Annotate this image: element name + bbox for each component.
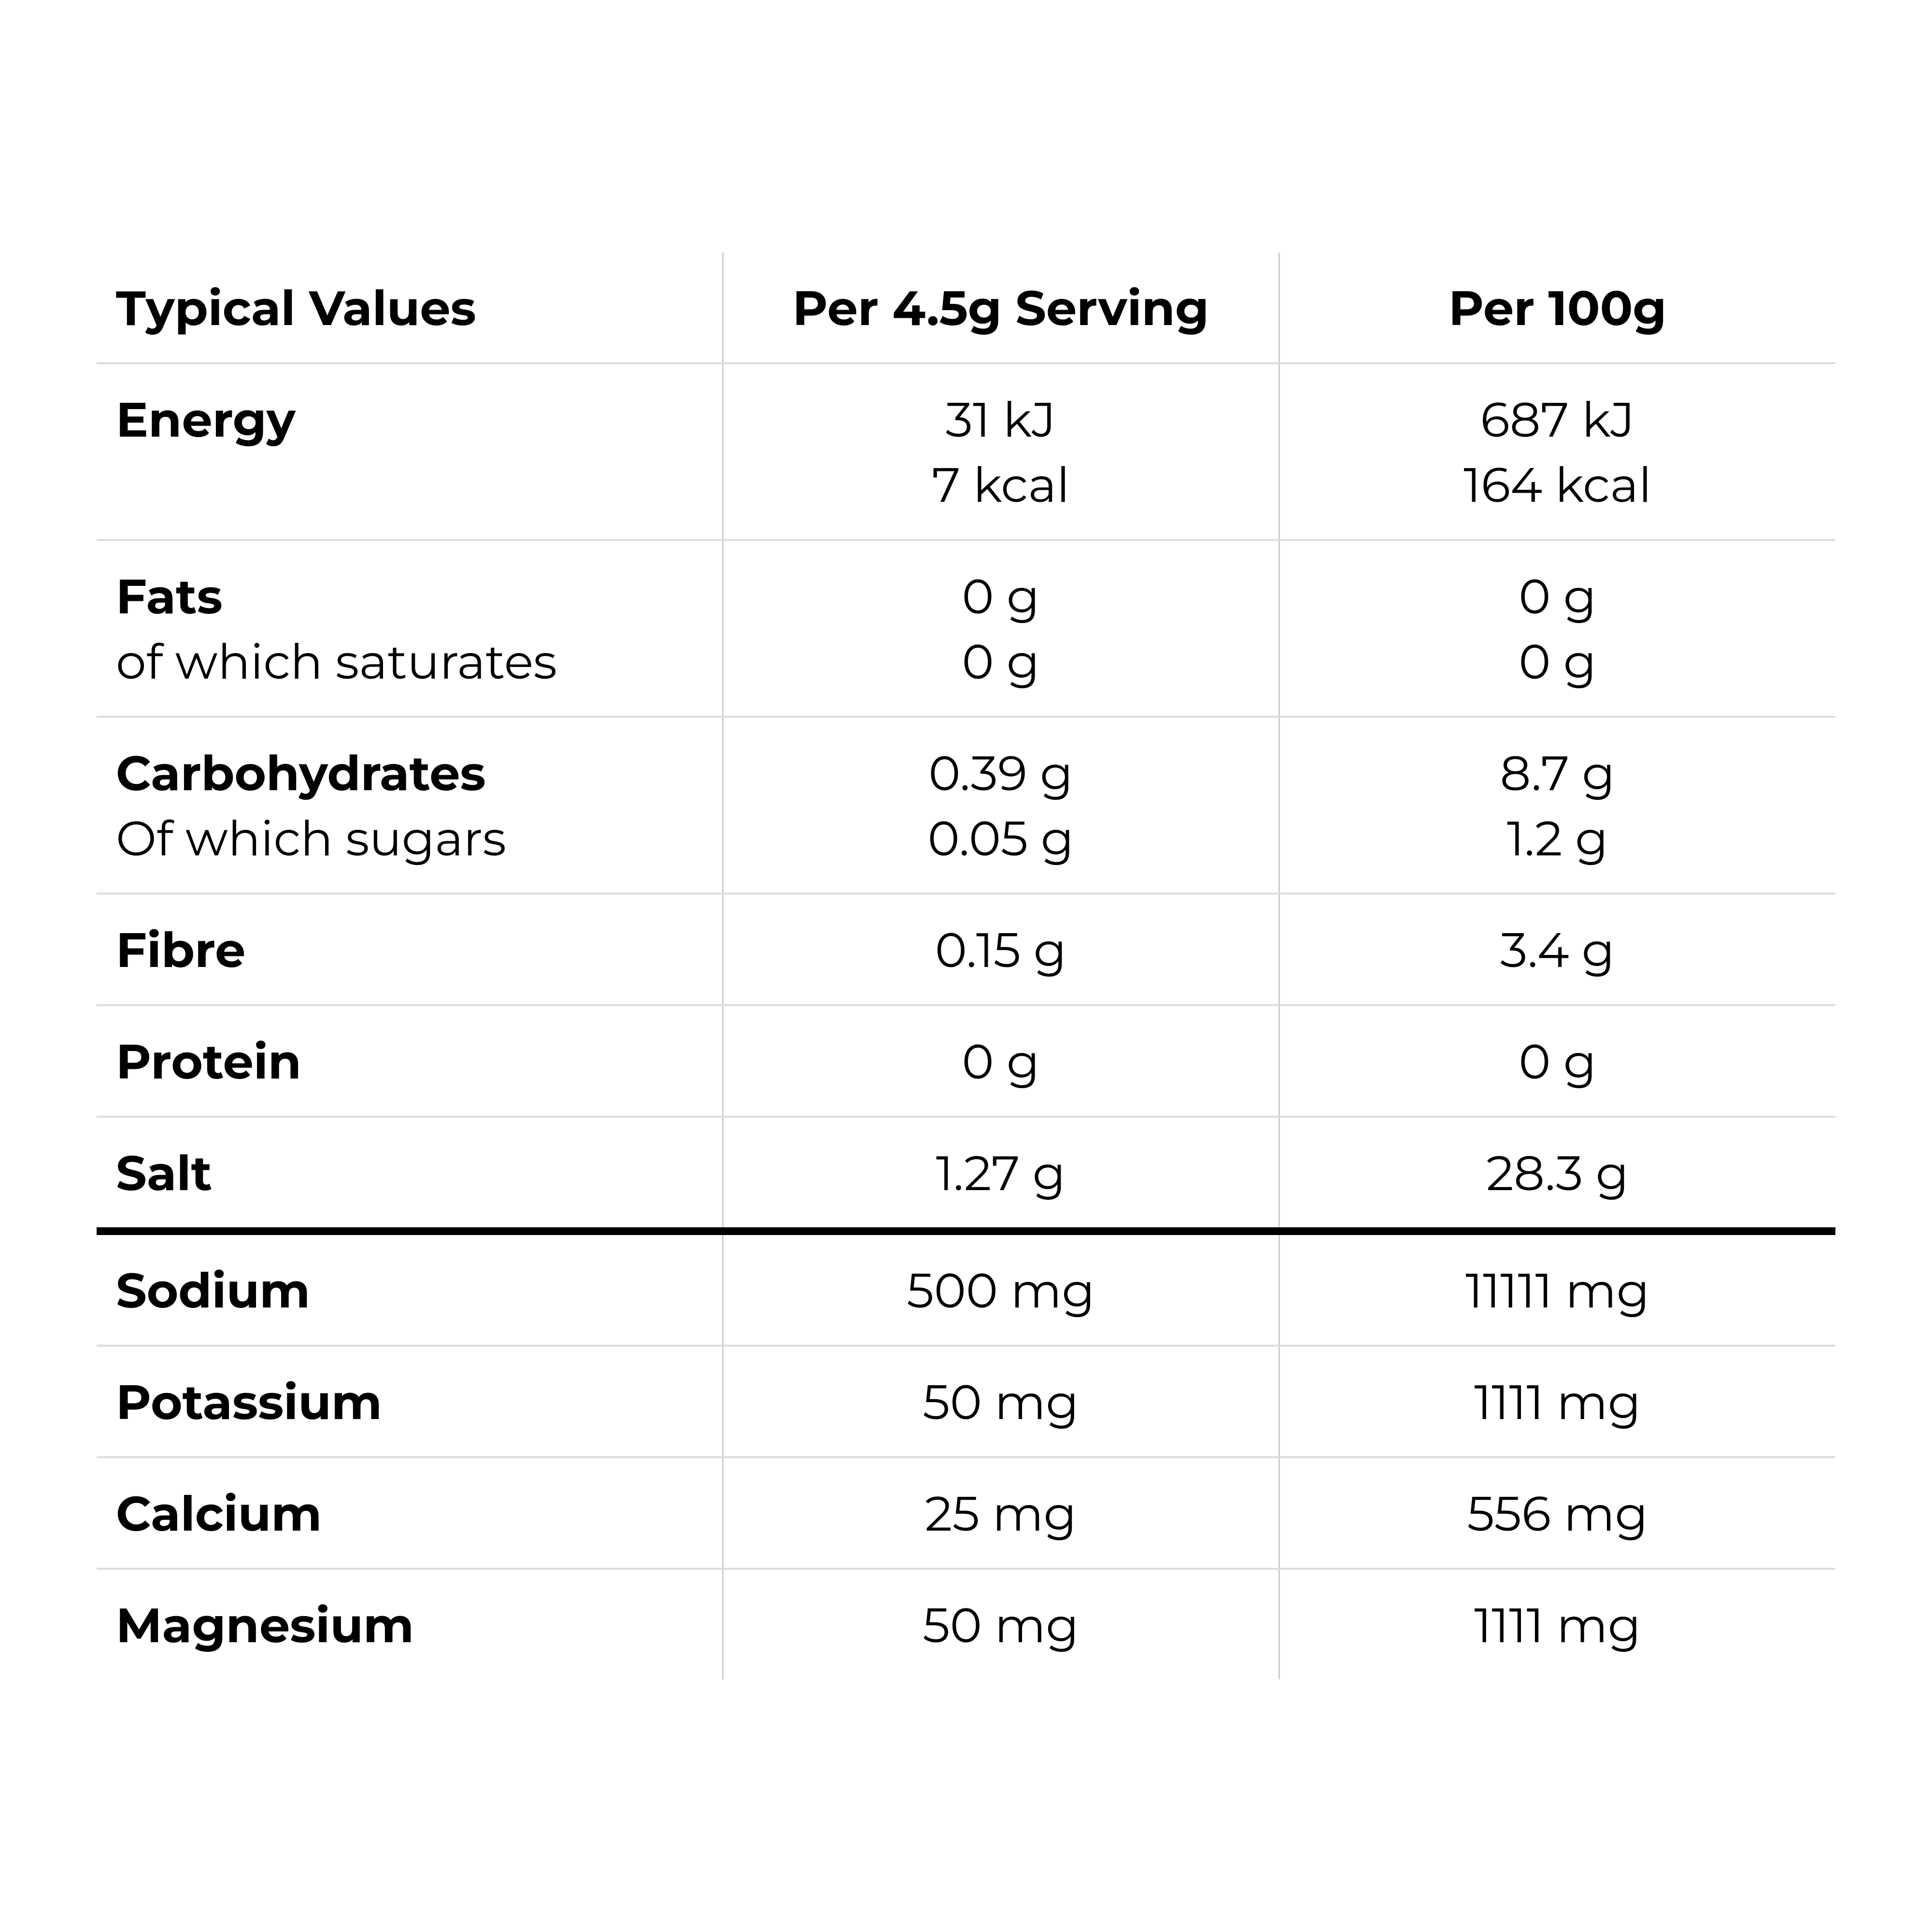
value-per-100g: 8.7 g1.2 g xyxy=(1279,717,1835,894)
value-per-serving: 31 kJ7 kcal xyxy=(723,363,1279,540)
value-line: 31 kJ xyxy=(743,387,1259,453)
table-row: Fatsof which saturates0 g0 g0 g0 g xyxy=(97,540,1835,717)
row-label-sub: of which saturates xyxy=(116,632,557,691)
value-line: 500 mg xyxy=(743,1258,1259,1323)
row-label-main: Magnesium xyxy=(116,1596,414,1655)
row-label: Carbohydrates Of which sugars xyxy=(97,717,723,894)
table-row: Energy31 kJ7 kcal687 kJ164 kcal xyxy=(97,363,1835,540)
value-per-serving: 500 mg xyxy=(723,1231,1279,1346)
table-body: Energy31 kJ7 kcal687 kJ164 kcalFatsof wh… xyxy=(97,363,1835,1679)
value-per-100g: 0 g xyxy=(1279,1005,1835,1117)
table-row: Calcium 25 mg 556 mg xyxy=(97,1457,1835,1569)
value-line: 3.4 g xyxy=(1299,918,1817,983)
row-label-main: Fibre xyxy=(116,921,245,980)
row-label-main: Energy xyxy=(116,390,296,449)
value-line: 0 g xyxy=(743,564,1259,629)
row-label-main: Carbohydrates xyxy=(116,744,486,803)
value-per-100g: 1111 mg xyxy=(1279,1346,1835,1457)
value-line: 164 kcal xyxy=(1299,453,1817,518)
value-line: 687 kJ xyxy=(1299,387,1817,453)
value-per-serving: 0.39 g0.05 g xyxy=(723,717,1279,894)
row-label: Fibre xyxy=(97,894,723,1005)
value-line: 1111 mg xyxy=(1299,1593,1817,1658)
value-line: 1.2 g xyxy=(1299,806,1817,871)
row-label-main: Protein xyxy=(116,1032,301,1091)
value-line: 8.7 g xyxy=(1299,741,1817,806)
value-line: 50 mg xyxy=(743,1593,1259,1658)
value-per-serving: 0.15 g xyxy=(723,894,1279,1005)
value-line: 11111 mg xyxy=(1299,1258,1817,1323)
row-label-main: Calcium xyxy=(116,1484,322,1543)
value-per-100g: 1111 mg xyxy=(1279,1569,1835,1679)
value-line: 50 mg xyxy=(743,1370,1259,1435)
row-label: Sodium xyxy=(97,1231,723,1346)
row-label: Potassium xyxy=(97,1346,723,1457)
nutrition-table: Typical Values Per 4.5g Serving Per 100g… xyxy=(97,253,1835,1679)
row-label: Protein xyxy=(97,1005,723,1117)
value-per-serving: 50 mg xyxy=(723,1569,1279,1679)
value-line: 0 g xyxy=(1299,564,1817,629)
row-label: Salt xyxy=(97,1117,723,1231)
value-line: 28.3 g xyxy=(1299,1141,1817,1206)
value-line: 0 g xyxy=(1299,629,1817,695)
row-label-sub: Of which sugars xyxy=(116,809,506,868)
value-line: 556 mg xyxy=(1299,1481,1817,1547)
value-line: 1111 mg xyxy=(1299,1370,1817,1435)
table-row: Salt 1.27 g 28.3 g xyxy=(97,1117,1835,1231)
table-header-row: Typical Values Per 4.5g Serving Per 100g xyxy=(97,253,1835,363)
col-header-typical-values: Typical Values xyxy=(97,253,723,363)
value-line: 0.15 g xyxy=(743,918,1259,983)
value-per-serving: 0 g xyxy=(723,1005,1279,1117)
table-row: Protein 0 g 0 g xyxy=(97,1005,1835,1117)
col-header-per-serving: Per 4.5g Serving xyxy=(723,253,1279,363)
value-per-100g: 3.4 g xyxy=(1279,894,1835,1005)
row-label: Energy xyxy=(97,363,723,540)
col-header-per-100g: Per 100g xyxy=(1279,253,1835,363)
value-line: 0 g xyxy=(1299,1029,1817,1094)
nutrition-table-container: Typical Values Per 4.5g Serving Per 100g… xyxy=(97,253,1835,1679)
value-line: 0 g xyxy=(743,1029,1259,1094)
row-label: Calcium xyxy=(97,1457,723,1569)
value-line: 25 mg xyxy=(743,1481,1259,1547)
value-line: 0 g xyxy=(743,629,1259,695)
value-per-100g: 687 kJ164 kcal xyxy=(1279,363,1835,540)
value-per-serving: 1.27 g xyxy=(723,1117,1279,1231)
table-row: Carbohydrates Of which sugars 0.39 g0.05 g… xyxy=(97,717,1835,894)
row-label-main: Sodium xyxy=(116,1261,310,1320)
table-row: Potassium 50 mg 1111 mg xyxy=(97,1346,1835,1457)
row-label-main: Salt xyxy=(116,1144,212,1203)
value-per-100g: 11111 mg xyxy=(1279,1231,1835,1346)
table-row: Magnesium 50 mg 1111 mg xyxy=(97,1569,1835,1679)
row-label-main: Fats xyxy=(116,567,223,626)
table-row: Fibre 0.15 g 3.4 g xyxy=(97,894,1835,1005)
row-label-main: Potassium xyxy=(116,1373,382,1432)
value-line: 1.27 g xyxy=(743,1141,1259,1206)
table-row: Sodium 500 mg 11111 mg xyxy=(97,1231,1835,1346)
value-per-100g: 28.3 g xyxy=(1279,1117,1835,1231)
value-per-100g: 556 mg xyxy=(1279,1457,1835,1569)
value-per-100g: 0 g0 g xyxy=(1279,540,1835,717)
value-line: 7 kcal xyxy=(743,453,1259,518)
row-label: Fats of which saturates xyxy=(97,540,723,717)
row-label: Magnesium xyxy=(97,1569,723,1679)
value-line: 0.05 g xyxy=(743,806,1259,871)
value-per-serving: 25 mg xyxy=(723,1457,1279,1569)
value-per-serving: 0 g0 g xyxy=(723,540,1279,717)
value-line: 0.39 g xyxy=(743,741,1259,806)
value-per-serving: 50 mg xyxy=(723,1346,1279,1457)
